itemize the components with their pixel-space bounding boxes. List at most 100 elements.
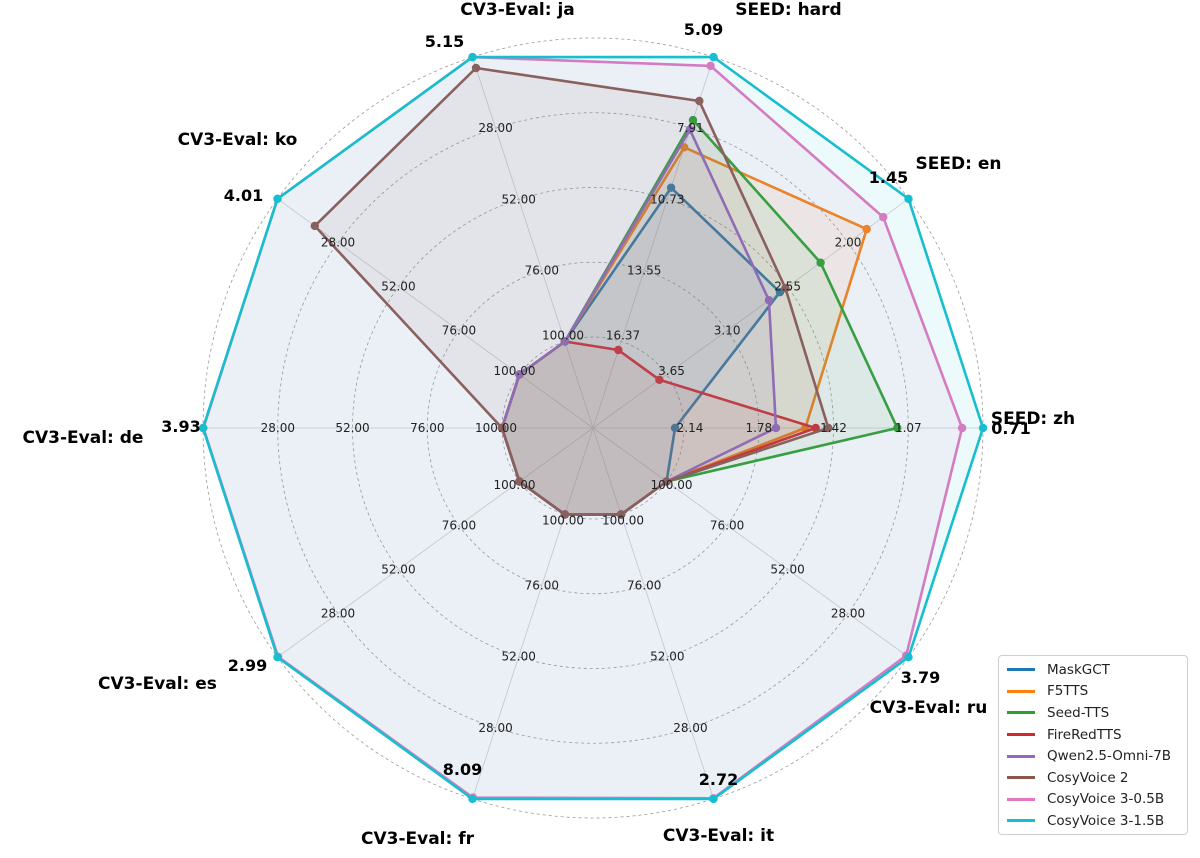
tick-label: 76.00 <box>525 579 559 593</box>
legend-item: CosyVoice 3-1.5B <box>1007 810 1179 832</box>
tick-label: 2.14 <box>677 421 704 435</box>
axis-best-value: 0.71 <box>991 419 1030 438</box>
axis-best-value: 1.45 <box>869 168 908 187</box>
tick-label: 10.73 <box>650 192 684 206</box>
series-point <box>904 653 913 662</box>
series-point <box>685 125 695 134</box>
tick-label: 52.00 <box>381 280 415 294</box>
tick-label: 52.00 <box>335 421 369 435</box>
tick-label: 28.00 <box>478 721 512 735</box>
tick-label: 100.00 <box>602 513 644 527</box>
grid-spoke <box>592 427 909 658</box>
tick-label: 100.00 <box>542 329 584 343</box>
legend-label: Seed-TTS <box>1047 704 1110 721</box>
legend-item: CosyVoice 3-0.5B <box>1007 789 1179 811</box>
legend-label: CosyVoice 2 <box>1047 769 1129 786</box>
axis-best-value: 8.09 <box>443 760 482 779</box>
tick-label: 28.00 <box>673 721 707 735</box>
axis-label: CV3-Eval: es <box>98 674 217 694</box>
series-point <box>662 477 671 486</box>
axis-best-value: 2.72 <box>699 770 738 789</box>
series-point <box>468 52 477 62</box>
series-point <box>655 375 664 384</box>
tick-label: 2.00 <box>835 236 862 250</box>
series-point <box>670 423 680 433</box>
series-point <box>614 345 623 355</box>
tick-label: 13.55 <box>627 263 661 277</box>
tick-label: 52.00 <box>650 650 684 664</box>
legend-label: CosyVoice 3-0.5B <box>1047 791 1165 808</box>
tick-label: 3.65 <box>658 364 685 378</box>
series-point <box>709 794 718 804</box>
legend-item: F5TTS <box>1007 681 1179 703</box>
series-point <box>616 510 626 519</box>
axis-label: SEED: en <box>916 154 1002 174</box>
series-point <box>764 296 774 305</box>
legend-label: F5TTS <box>1047 683 1089 700</box>
legend-swatch <box>1007 711 1035 715</box>
axis-best-value: 3.93 <box>161 417 200 436</box>
series-point <box>904 194 913 203</box>
legend-label: FireRedTTS <box>1047 726 1122 743</box>
axis-label: CV3-Eval: ru <box>870 698 988 718</box>
tick-label: 100.00 <box>494 478 536 492</box>
radar-labels: 2.14 1.78 1.42 1.07 3.65 3.10 2.55 2.00 16.37 13.… <box>23 0 1076 849</box>
series-point <box>893 423 902 433</box>
series-point <box>862 224 871 234</box>
axis-label: CV3-Eval: ko <box>178 130 298 150</box>
axis-label: SEED: hard <box>735 0 841 20</box>
axis-label: CV3-Eval: de <box>23 428 144 448</box>
tick-label: 28.00 <box>321 236 355 250</box>
axis-best-value: 2.99 <box>228 656 267 675</box>
tick-label: 100.00 <box>494 364 536 378</box>
tick-label: 16.37 <box>606 329 640 343</box>
series-line <box>201 55 985 801</box>
tick-label: 76.00 <box>627 579 661 593</box>
legend-label: Qwen2.5-Omni-7B <box>1047 748 1172 765</box>
tick-label: 1.42 <box>820 421 847 435</box>
series-point <box>273 653 282 662</box>
grid-spoke <box>592 427 714 800</box>
chart-legend: MaskGCT F5TTS Seed-TTS FireRedTTS Qwen2.5-Om… <box>998 655 1188 835</box>
series-point <box>706 61 715 71</box>
axis-best-value: 3.79 <box>901 668 940 687</box>
tick-label: 52.00 <box>502 650 536 664</box>
legend-label: MaskGCT <box>1047 661 1110 678</box>
series-point <box>310 221 319 231</box>
tick-label: 76.00 <box>442 324 476 338</box>
legend-item: Seed-TTS <box>1007 702 1179 724</box>
legend-swatch <box>1007 797 1035 801</box>
series-point <box>471 63 481 73</box>
tick-label: 52.00 <box>381 562 415 576</box>
tick-label: 1.78 <box>745 421 772 435</box>
tick-label: 28.00 <box>831 606 865 620</box>
tick-label: 76.00 <box>410 421 444 435</box>
legend-swatch <box>1007 776 1035 780</box>
legend-swatch <box>1007 668 1035 672</box>
series-point <box>816 258 825 267</box>
legend-item: MaskGCT <box>1007 659 1179 681</box>
legend-swatch <box>1007 689 1035 693</box>
axis-label: CV3-Eval: ja <box>460 0 575 20</box>
grid-spoke <box>592 198 909 429</box>
legend-label: CosyVoice 3-1.5B <box>1047 812 1165 829</box>
legend-swatch <box>1007 733 1035 737</box>
legend-item: CosyVoice 2 <box>1007 767 1179 789</box>
series-point <box>978 423 988 433</box>
legend-swatch <box>1007 754 1035 758</box>
series-cosyvoice-2 <box>310 63 833 519</box>
tick-label: 28.00 <box>478 121 512 135</box>
tick-label: 2.55 <box>774 280 801 294</box>
series-point <box>771 423 781 433</box>
series-point <box>811 423 820 433</box>
series-point <box>695 96 704 106</box>
series-point <box>497 423 507 433</box>
radar-series <box>198 52 988 804</box>
legend-item: FireRedTTS <box>1007 724 1179 746</box>
tick-label: 100.00 <box>542 513 584 527</box>
axis-best-value: 5.09 <box>684 20 723 39</box>
series-cosyvoice-3-1-5b <box>198 52 988 804</box>
tick-label: 1.07 <box>895 421 922 435</box>
series-point <box>515 370 524 379</box>
